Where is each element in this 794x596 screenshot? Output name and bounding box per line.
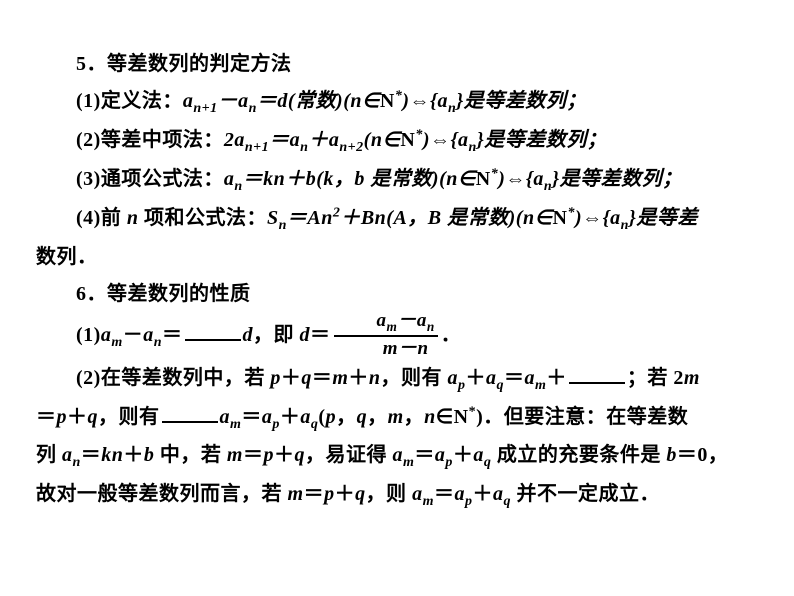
- s6-item1-end: ．: [441, 324, 462, 346]
- s5-item2-math: 2an+1＝an＋an+2(n∈N*)⇔{an}是等差数列；: [224, 129, 607, 151]
- s5-item2: (2)等差中项法：2an+1＝an＋an+2(n∈N*)⇔{an}是等差数列；: [36, 122, 736, 161]
- blank-3: [162, 405, 218, 423]
- s5-item3: (3)通项公式法：an＝kn＋b(k，b 是常数)(n∈N*)⇔{an}是等差数…: [36, 161, 736, 200]
- s5-item4: (4)前 n 项和公式法：Sn＝An2＋Bn(A，B 是常数)(n∈N*)⇔{a…: [36, 200, 736, 239]
- s5-item3-math: an＝kn＋b(k，b 是常数)(n∈N*)⇔{an}是等差数列；: [224, 168, 683, 190]
- frac-den: m－n: [334, 337, 438, 358]
- section6-title: 6．等差数列的性质: [36, 276, 736, 313]
- s6-item2-a: (2)在等差数列中，若 p＋q＝m＋n，则有 ap＋aq＝am＋: [76, 367, 567, 389]
- s6-item2-line2: ＝p＋q，则有 am＝ap＋aq(p，q，m，n∈N*)．但要注意：在等差数: [36, 399, 736, 438]
- s6-item2-line1: (2)在等差数列中，若 p＋q＝m＋n，则有 ap＋aq＝am＋ ；若 2m: [36, 360, 736, 399]
- s6-item2-d: am＝ap＋aq(p，q，m，n∈N*)．但要注意：在等差数: [220, 406, 689, 428]
- s6-item1: (1)am－an＝ d，即 d＝am－anm－n．: [36, 313, 736, 360]
- s5-item2-pre: (2)等差中项法：: [76, 129, 224, 151]
- blank-1: [185, 323, 241, 341]
- frac-num: am－an: [334, 311, 438, 337]
- s6-item2-line3: 列 an＝kn＋b 中，若 m＝p＋q，易证得 am＝ap＋aq 成立的充要条件…: [36, 437, 736, 476]
- s5-item4-math: Sn＝An2＋Bn(A，B 是常数)(n∈N*)⇔{an}是等差: [267, 207, 698, 229]
- document-page: 5．等差数列的判定方法 (1)定义法：an+1－an＝d(常数)(n∈N*)⇔{…: [0, 0, 794, 535]
- s5-item4-tail: 数列．: [36, 239, 736, 276]
- s5-item4-pre: (4)前 n 项和公式法：: [76, 207, 267, 229]
- s5-item1-pre: (1)定义法：: [76, 90, 183, 112]
- fraction: am－anm－n: [334, 311, 438, 358]
- s6-item2-line4: 故对一般等差数列而言，若 m＝p＋q，则 am＝ap＋aq 并不一定成立．: [36, 476, 736, 515]
- s5-item3-pre: (3)通项公式法：: [76, 168, 224, 190]
- blank-2: [569, 366, 625, 384]
- s5-item1-math: an+1－an＝d(常数)(n∈N*)⇔{an}是等差数列；: [183, 90, 587, 112]
- section5-title: 5．等差数列的判定方法: [36, 46, 736, 83]
- s6-item2-c: ＝p＋q，则有: [36, 406, 160, 428]
- s6-item2-b: ；若 2m: [627, 367, 700, 389]
- s5-item1: (1)定义法：an+1－an＝d(常数)(n∈N*)⇔{an}是等差数列；: [36, 83, 736, 122]
- s6-item1-mid: d，即 d＝: [243, 324, 331, 346]
- s6-item1-pre: (1)am－an＝: [76, 324, 183, 346]
